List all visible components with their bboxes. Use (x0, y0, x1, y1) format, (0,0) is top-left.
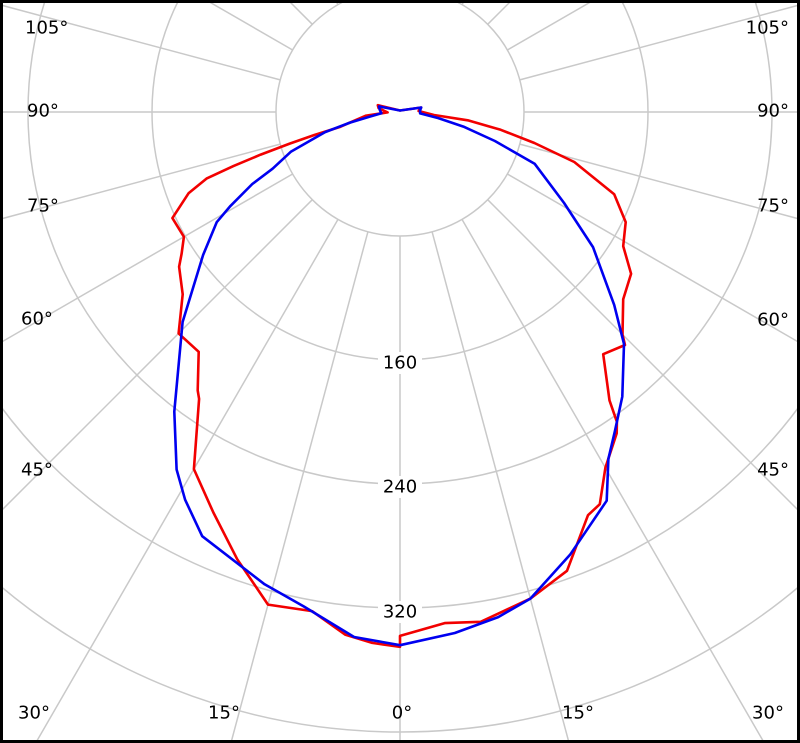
angle-tick-label: 0° (392, 703, 412, 724)
radial-tick-label: 320 (383, 602, 417, 623)
angle-tick-label: 45° (757, 460, 789, 481)
angle-tick-label: 90° (27, 101, 59, 122)
angle-tick-label: 75° (757, 196, 789, 217)
red-curve (171, 103, 633, 649)
radial-tick-label-mask (378, 601, 422, 623)
angle-ray (34, 219, 339, 743)
angle-tick-label: 75° (27, 196, 59, 217)
radial-tick-label: 160 (383, 353, 417, 374)
angle-ray (0, 199, 313, 514)
angle-ray (487, 199, 800, 514)
angle-tick-label: 30° (18, 703, 50, 724)
radial-tick-label-mask (378, 352, 422, 374)
angle-tick-label: 45° (21, 460, 53, 481)
intensity-curves (171, 103, 633, 649)
angle-ray (0, 143, 281, 220)
angle-ray (519, 4, 800, 81)
angle-ray (0, 4, 281, 81)
angle-tick-label: 30° (752, 703, 784, 724)
radial-tick-label: 240 (383, 477, 417, 498)
angle-tick-label: 60° (757, 310, 789, 331)
radial-tick-labels: 160 240 320 (378, 352, 422, 623)
angle-tick-label: 60° (21, 309, 53, 330)
angle-tick-label: 90° (757, 101, 789, 122)
angle-tick-label: 105° (746, 18, 789, 39)
angle-tick-label: 15° (562, 703, 594, 724)
angle-tick-label: 105° (25, 18, 68, 39)
angle-tick-label: 15° (208, 703, 240, 724)
angle-ray (0, 173, 293, 344)
angle-ray (230, 231, 369, 743)
angle-ray (519, 143, 800, 220)
angle-ray (507, 173, 800, 344)
angle-ray (461, 219, 766, 743)
radial-tick-label-mask (378, 476, 422, 498)
blue-curve (173, 105, 626, 647)
angle-ray (431, 231, 570, 743)
angle-tick-labels: 105° 90° 75° 60° 45° 30° 15° 0° 15° 30° 105° 90° 75°… (18, 18, 789, 724)
